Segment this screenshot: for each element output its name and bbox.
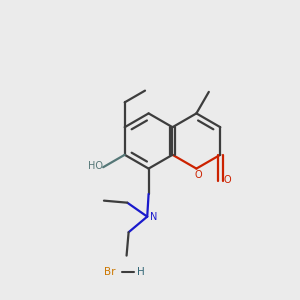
Text: O: O [224,176,231,185]
Text: O: O [195,170,202,181]
Text: H: H [136,267,144,278]
Text: N: N [149,212,157,222]
Text: Br: Br [104,267,115,278]
Text: HO: HO [88,161,103,171]
